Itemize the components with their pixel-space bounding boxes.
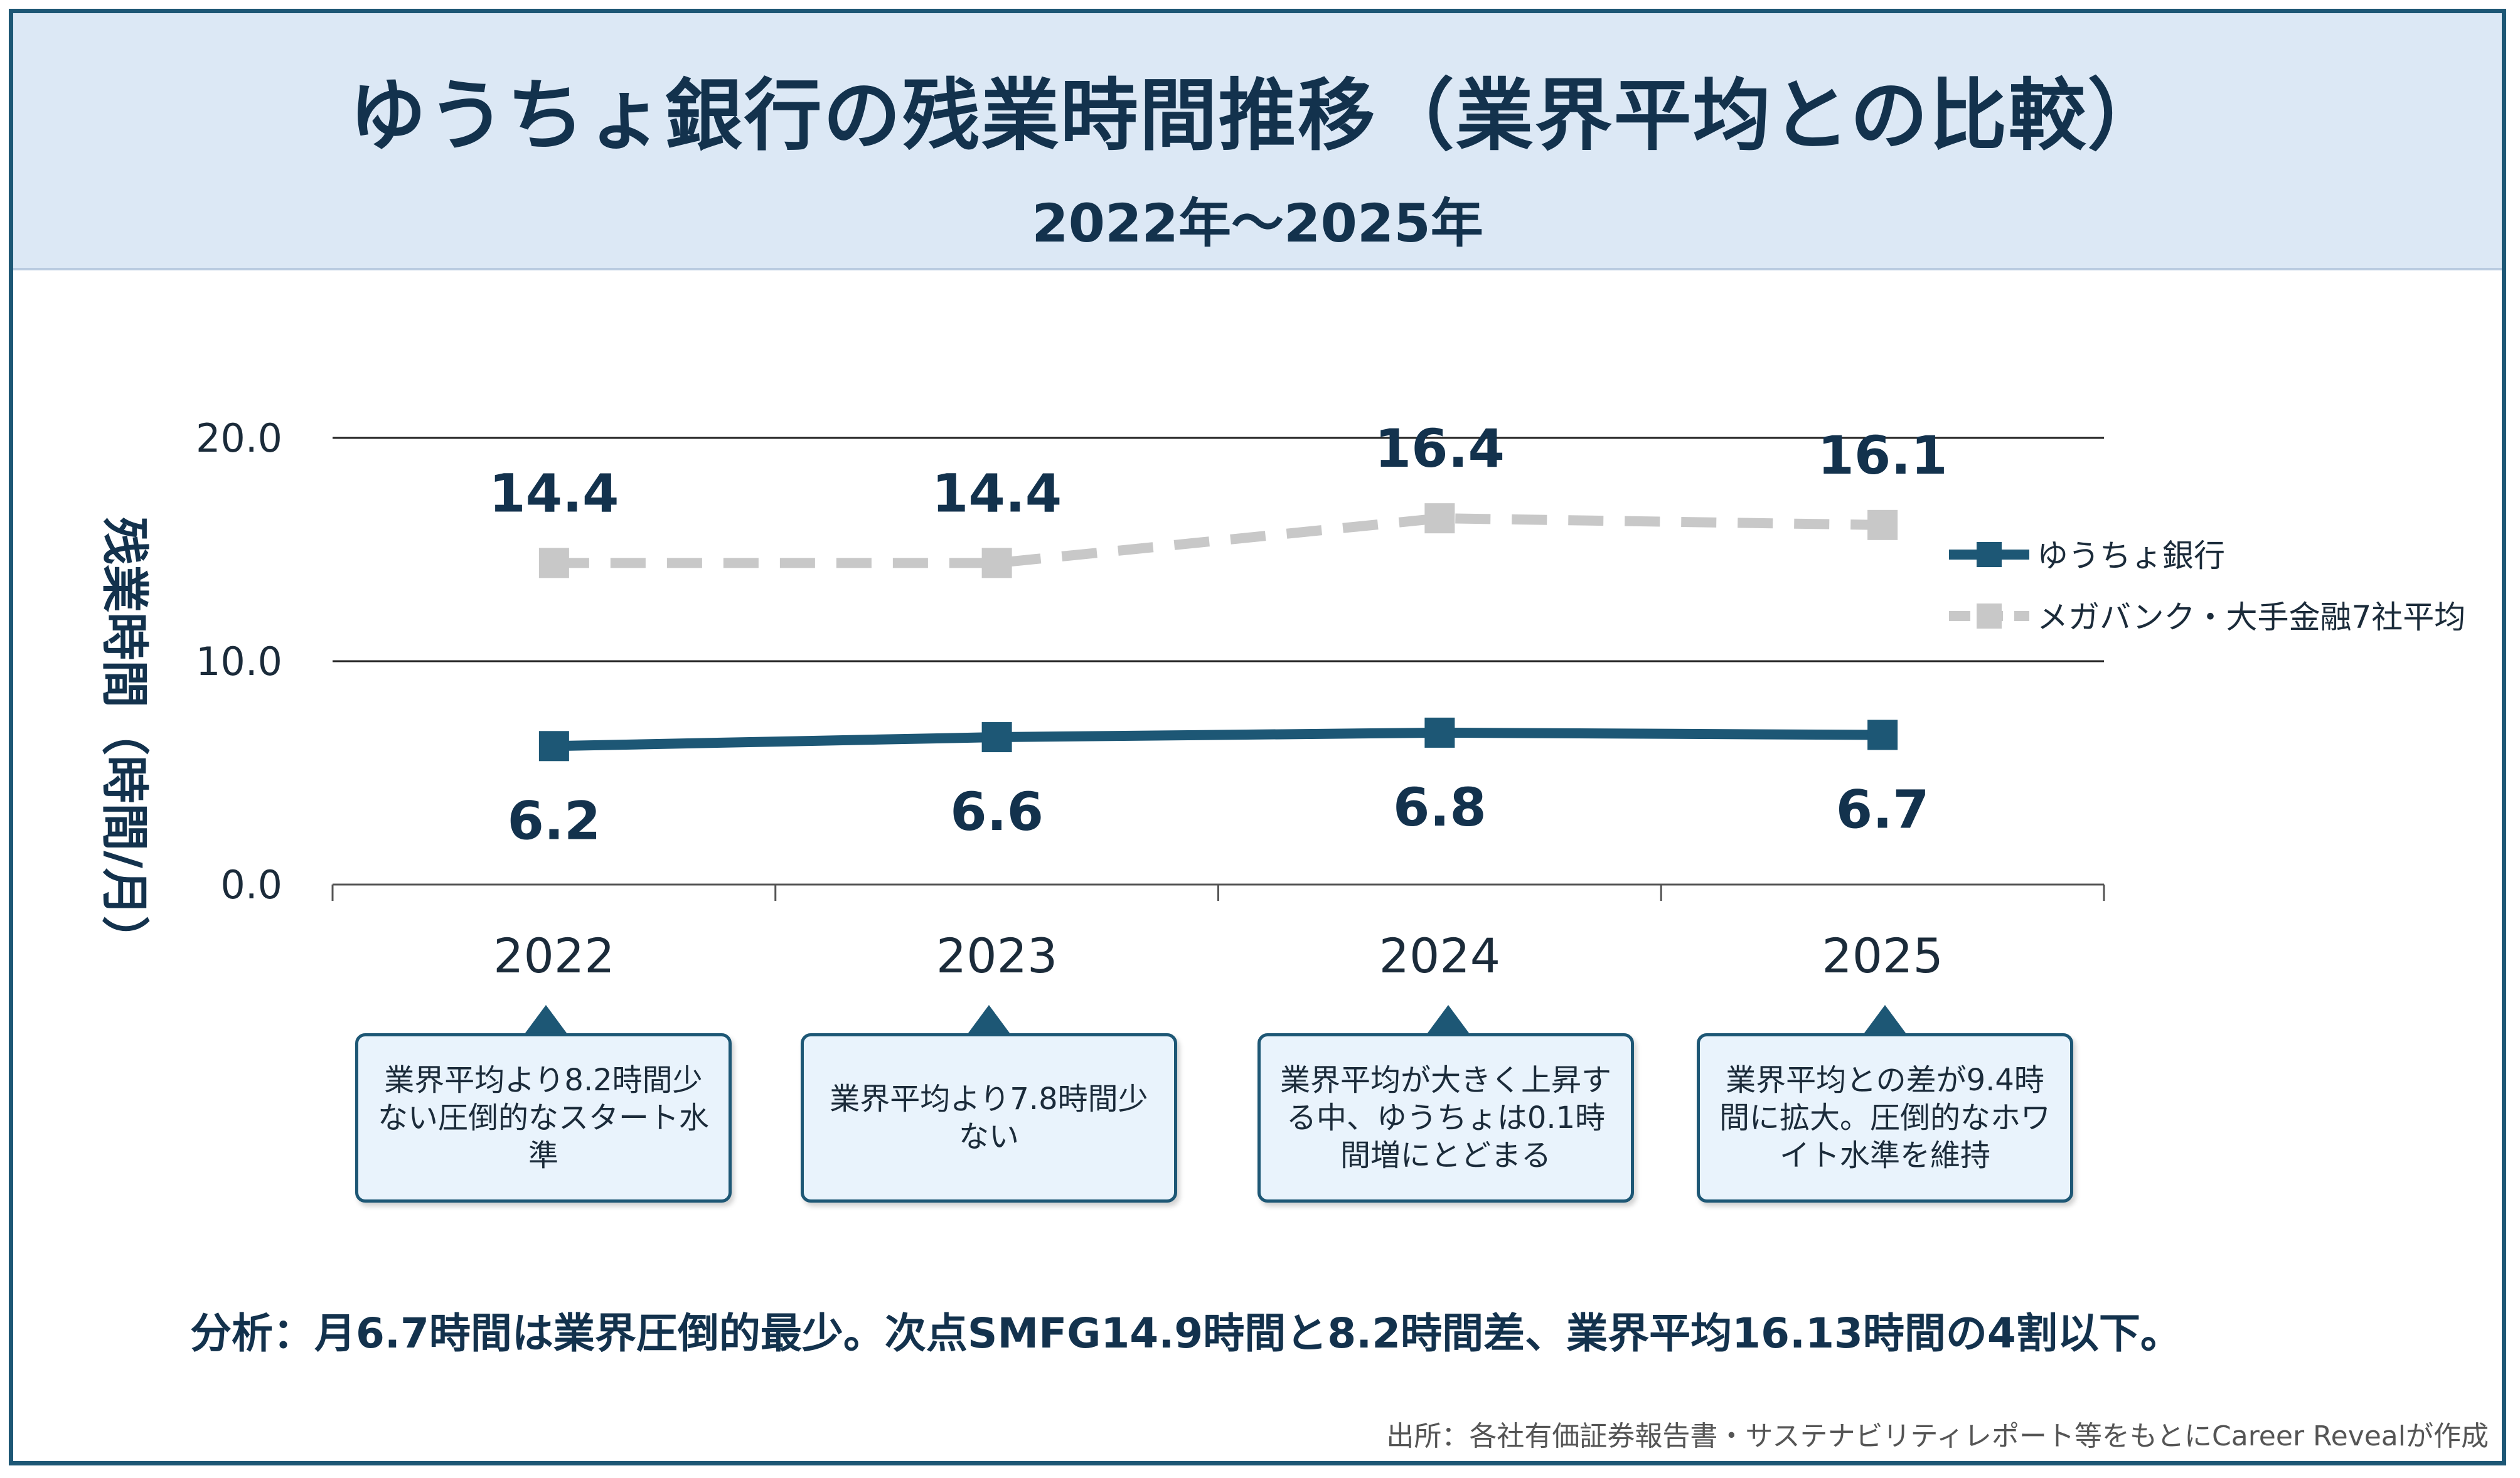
legend-marker — [1977, 603, 2002, 629]
data-label: 6.8 — [1393, 777, 1487, 838]
data-point-marker — [1424, 717, 1455, 748]
data-point-marker — [1867, 720, 1898, 750]
data-label: 16.1 — [1817, 425, 1947, 486]
data-point-marker — [981, 548, 1012, 578]
x-tick-label: 2022 — [493, 928, 614, 984]
callout-arrow-2025 — [1864, 1005, 1906, 1034]
callout-2024: 業界平均が大きく上昇する中、ゆうちょは0.1時間増にとどまる — [1257, 1033, 1634, 1203]
callout-2022: 業界平均より8.2時間少ない圧倒的なスタート水準 — [355, 1033, 732, 1203]
source-note: 出所：各社有価証券報告書・サステナビリティレポート等をもとにCareer Rev… — [1386, 1420, 2489, 1452]
x-tick-label: 2023 — [936, 928, 1057, 984]
y-tick-label: 10.0 — [196, 639, 282, 684]
data-label: 6.7 — [1836, 779, 1930, 840]
x-tick-label: 2025 — [1822, 928, 1943, 984]
y-tick-label: 0.0 — [220, 862, 282, 908]
data-label: 14.4 — [489, 462, 619, 524]
data-label: 16.4 — [1375, 418, 1505, 479]
x-tick-label: 2024 — [1379, 928, 1500, 984]
callout-arrow-2023 — [968, 1005, 1010, 1034]
header-banner: ゆうちょ銀行の残業時間推移（業界平均との比較） 2022年〜2025年 — [13, 13, 2502, 270]
legend-label: メガバンク・大手金融7社平均 — [2037, 599, 2465, 635]
data-point-marker — [1424, 503, 1455, 534]
legend-marker — [1977, 542, 2002, 567]
chart-title: ゆうちょ銀行の残業時間推移（業界平均との比較） — [348, 71, 2167, 161]
data-label: 6.2 — [507, 790, 601, 851]
chart-frame: ゆうちょ銀行の残業時間推移（業界平均との比較） 2022年〜2025年 — [9, 9, 2506, 1465]
chart-subtitle: 2022年〜2025年 — [1032, 193, 1483, 254]
y-axis-label: 残業時間（時間/月） — [97, 517, 152, 964]
legend-label: ゆうちょ銀行 — [2037, 538, 2225, 574]
data-point-marker — [538, 548, 569, 578]
data-point-marker — [1867, 509, 1898, 540]
callout-2025: 業界平均との差が9.4時間に拡大。圧倒的なホワイト水準を維持 — [1697, 1033, 2073, 1203]
callout-arrow-2022 — [525, 1005, 567, 1034]
data-point-marker — [981, 722, 1012, 753]
series-line-industry-average — [553, 513, 1883, 568]
data-point-marker — [538, 731, 569, 762]
series-line-yucho — [548, 727, 1888, 752]
callout-arrow-2024 — [1427, 1005, 1470, 1034]
callout-2023: 業界平均より7.8時間少ない — [801, 1033, 1177, 1203]
y-tick-label: 20.0 — [196, 415, 282, 461]
data-label: 14.4 — [932, 462, 1062, 524]
data-label: 6.6 — [950, 781, 1044, 843]
analysis-text: 分析：月6.7時間は業界圧倒的最少。次点SMFG14.9時間と8.2時間差、業界… — [190, 1309, 2182, 1358]
